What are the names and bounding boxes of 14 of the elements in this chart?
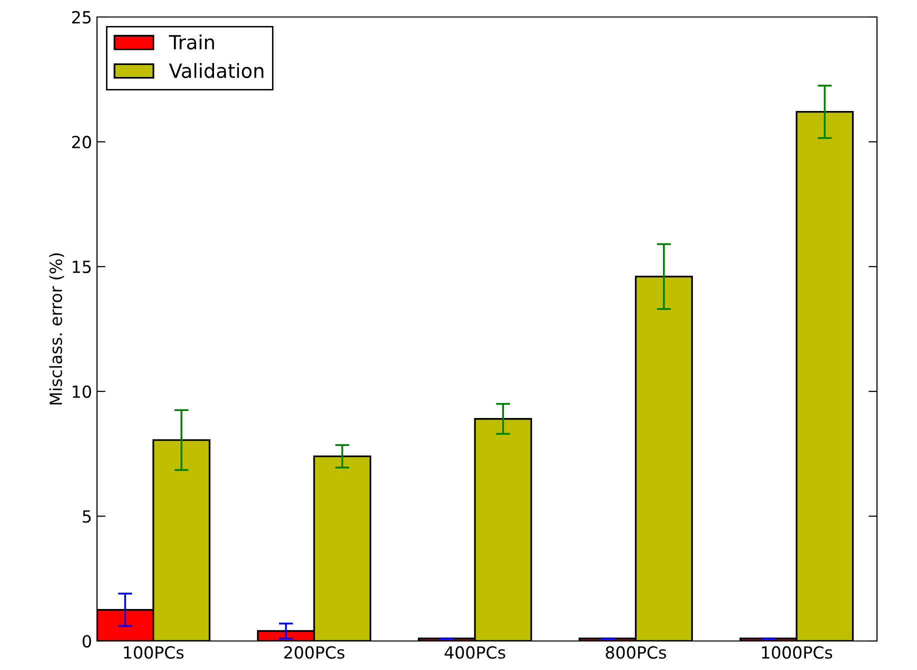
y-tick-label: 5 [82, 510, 91, 523]
legend-label: Train [168, 34, 214, 50]
legend-label: Validation [169, 63, 264, 78]
y-tick-label: 15 [72, 260, 91, 274]
x-tick-label: 800PCs [606, 646, 666, 659]
y-axis-title: Misclass. error (%) [49, 253, 64, 404]
x-tick-label: 1000PCs [762, 646, 832, 659]
y-tick-label: 10 [72, 385, 92, 398]
y-tick-label: 20 [72, 136, 92, 148]
x-tick-label: 400PCs [444, 646, 506, 659]
x-tick-label: 100PCs [124, 646, 184, 659]
x-tick-label: 200PCs [284, 646, 344, 659]
y-tick-label: 25 [72, 10, 91, 24]
y-tick-label: 0 [82, 634, 92, 648]
